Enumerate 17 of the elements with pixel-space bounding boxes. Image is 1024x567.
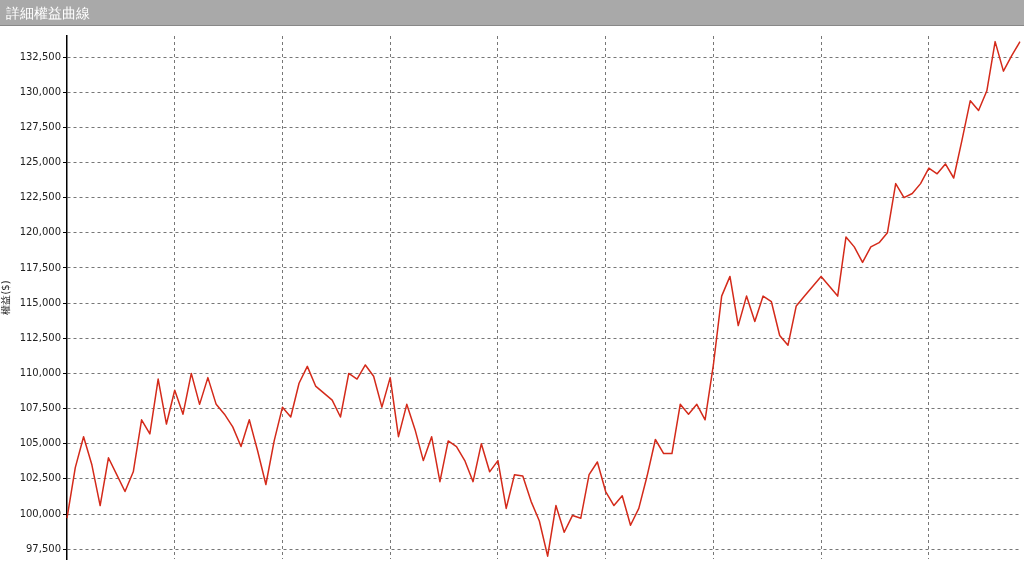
y-tick-label: 117,500 [19, 261, 61, 273]
chart-title: 詳細權益曲線 [0, 0, 1024, 26]
y-tick-label: 107,500 [19, 402, 61, 414]
y-tick-label: 102,500 [19, 472, 61, 484]
y-tick-label: 120,000 [19, 226, 61, 238]
y-tick-label: 125,000 [19, 156, 61, 168]
y-tick-label: 127,500 [19, 120, 61, 132]
y-tick-label: 105,000 [19, 437, 61, 449]
y-axis-title: 權益($) [0, 280, 11, 315]
y-tick-label: 100,000 [19, 507, 61, 519]
y-tick-label: 110,000 [19, 367, 61, 379]
y-tick-label: 115,000 [19, 296, 61, 308]
y-tick-label: 122,500 [19, 191, 61, 203]
y-tick-label: 130,000 [19, 85, 61, 97]
y-tick-label: 97,500 [26, 542, 61, 554]
y-tick-label: 112,500 [19, 331, 61, 343]
y-tick-label: 132,500 [19, 50, 61, 62]
